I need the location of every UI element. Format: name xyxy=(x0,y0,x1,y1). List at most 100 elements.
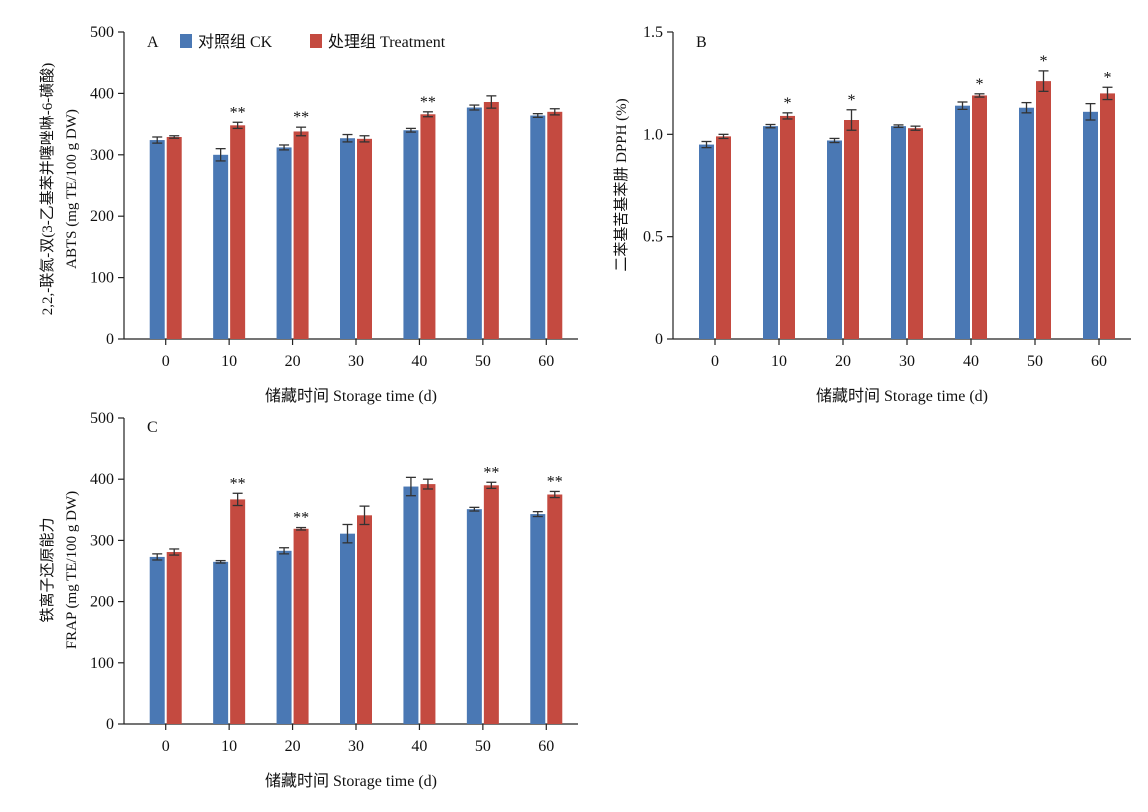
significance-marker: ** xyxy=(483,464,499,481)
x-tick-label: 50 xyxy=(1027,353,1043,370)
x-tick-label: 60 xyxy=(538,353,554,370)
x-tick-label: 10 xyxy=(771,353,787,370)
bar-treatment xyxy=(547,111,563,339)
x-tick-label: 0 xyxy=(162,738,170,755)
panel-a-ylabel-line1: 2,2,-联氮-双(3-乙基苯并噻唑啉-6-磺酸) xyxy=(38,63,56,315)
panel-b-label: B xyxy=(696,34,707,51)
legend-treatment-swatch xyxy=(310,34,322,48)
x-tick-label: 20 xyxy=(285,353,301,370)
bar-treatment xyxy=(716,136,731,339)
significance-marker: ** xyxy=(293,510,309,527)
y-tick-label: 100 xyxy=(90,655,114,672)
y-tick-label: 0 xyxy=(106,331,114,348)
bar-ck xyxy=(891,126,906,339)
panel-c-label: C xyxy=(147,419,158,436)
x-tick-label: 0 xyxy=(711,353,719,370)
y-tick-label: 0 xyxy=(655,331,663,348)
significance-marker: * xyxy=(1104,69,1112,86)
significance-marker: ** xyxy=(230,104,246,121)
bar-ck xyxy=(530,514,546,724)
bar-treatment xyxy=(547,494,563,724)
bar-treatment xyxy=(420,484,436,724)
bar-ck xyxy=(955,105,970,340)
bar-ck xyxy=(276,550,292,724)
panel-a-plot: 0 100 200 300 400 500 0 10 20 30 40 50 60 ** ** ** xyxy=(90,24,578,370)
y-tick-label: 1.0 xyxy=(643,126,663,143)
bar-ck xyxy=(530,115,546,339)
x-tick-label: 30 xyxy=(348,738,364,755)
bar-treatment xyxy=(420,114,436,339)
x-tick-label: 50 xyxy=(475,353,491,370)
panel-c-xlabel: 储藏时间 Storage time (d) xyxy=(265,772,437,790)
legend-ck-label: 对照组 CK xyxy=(198,33,273,51)
x-tick-label: 60 xyxy=(1091,353,1107,370)
bar-treatment xyxy=(780,115,795,339)
y-tick-label: 500 xyxy=(90,24,114,41)
y-tick-label: 0.5 xyxy=(643,229,663,246)
bar-ck xyxy=(1019,107,1034,339)
legend-treatment-label: 处理组 Treatment xyxy=(328,33,446,51)
bar-ck xyxy=(763,126,778,339)
bar-treatment xyxy=(483,101,499,339)
bar-treatment xyxy=(293,528,309,724)
bar-ck xyxy=(466,107,482,339)
panel-a-label: A xyxy=(147,34,159,51)
panel-b-xlabel: 储藏时间 Storage time (d) xyxy=(816,387,988,405)
x-tick-label: 40 xyxy=(411,353,427,370)
bar-treatment xyxy=(972,95,987,340)
bar-treatment xyxy=(357,515,372,724)
significance-marker: * xyxy=(1040,53,1048,70)
panel-a: 0 100 200 300 400 500 0 10 20 30 40 50 60 ** ** ** A 对照… xyxy=(38,24,578,405)
y-tick-label: 500 xyxy=(90,410,114,427)
legend-ck-swatch xyxy=(180,34,192,48)
bar-treatment xyxy=(1100,93,1115,340)
x-tick-label: 10 xyxy=(221,738,237,755)
significance-marker: * xyxy=(976,76,984,93)
bar-treatment xyxy=(230,499,246,724)
bar-ck xyxy=(699,144,714,339)
bar-ck xyxy=(213,561,229,724)
x-tick-label: 40 xyxy=(963,353,979,370)
legend: 对照组 CK 处理组 Treatment xyxy=(180,33,446,51)
y-tick-label: 100 xyxy=(90,270,114,287)
bar-ck xyxy=(149,140,165,339)
significance-marker: * xyxy=(784,95,792,112)
y-tick-label: 300 xyxy=(90,147,114,164)
y-tick-label: 200 xyxy=(90,208,114,225)
x-tick-label: 50 xyxy=(475,738,491,755)
significance-marker: ** xyxy=(420,94,436,111)
y-tick-label: 300 xyxy=(90,532,114,549)
significance-marker: ** xyxy=(230,475,246,492)
bar-ck xyxy=(827,140,842,339)
x-tick-label: 20 xyxy=(285,738,301,755)
panel-c-ylabel-line1: 铁离子还原能力 xyxy=(39,517,56,622)
panel-a-xlabel: 储藏时间 Storage time (d) xyxy=(265,387,437,405)
x-tick-label: 20 xyxy=(835,353,851,370)
y-tick-label: 400 xyxy=(90,471,114,488)
panel-b: 0 0.5 1.0 1.5 0 10 20 30 40 50 60 * * * * * B 二苯基苦基苯肼 D… xyxy=(613,24,1131,405)
significance-marker: ** xyxy=(293,109,309,126)
significance-marker: ** xyxy=(547,473,563,490)
panel-b-plot: 0 0.5 1.0 1.5 0 10 20 30 40 50 60 * * * * * xyxy=(643,24,1131,370)
x-tick-label: 30 xyxy=(899,353,915,370)
bar-ck xyxy=(403,130,419,339)
bar-ck xyxy=(276,147,292,339)
bar-ck xyxy=(340,533,355,724)
bar-treatment xyxy=(844,120,859,339)
y-tick-label: 0 xyxy=(106,716,114,733)
bar-ck xyxy=(213,154,229,339)
bar-treatment xyxy=(293,131,309,339)
x-tick-label: 40 xyxy=(411,738,427,755)
bar-ck xyxy=(149,556,165,724)
bar-treatment xyxy=(908,128,923,339)
bar-treatment xyxy=(357,138,372,339)
x-tick-label: 10 xyxy=(221,353,237,370)
bar-ck xyxy=(403,486,419,724)
y-tick-label: 1.5 xyxy=(643,24,663,41)
panel-b-ylabel-line1: 二苯基苦基苯肼 DPPH (%) xyxy=(613,98,630,271)
bar-treatment xyxy=(1036,81,1051,340)
y-tick-label: 200 xyxy=(90,594,114,611)
bar-ck xyxy=(1083,111,1098,339)
x-tick-label: 30 xyxy=(348,353,364,370)
